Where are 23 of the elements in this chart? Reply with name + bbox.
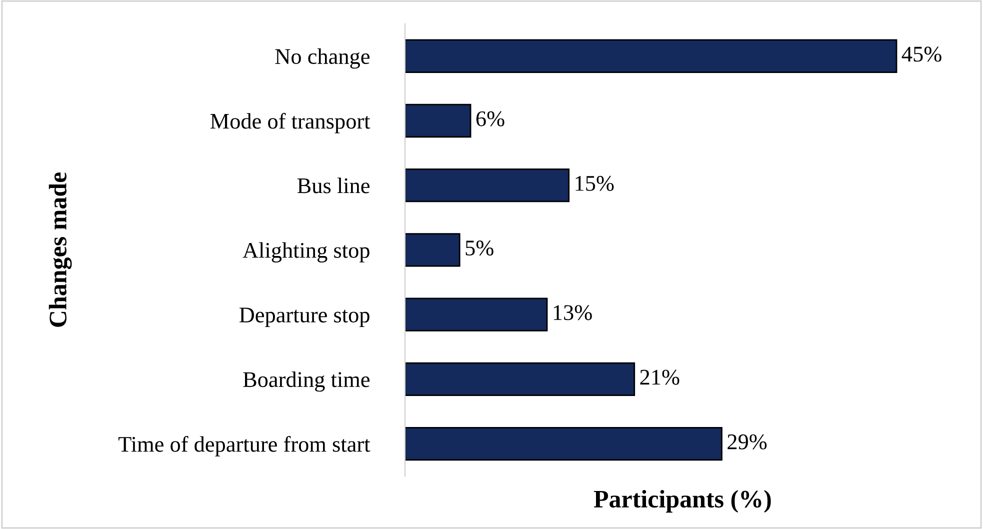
y-tick-label: Mode of transport (210, 112, 370, 134)
y-tick-label: Boarding time (243, 371, 370, 392)
y-tick-label: No change (275, 48, 370, 69)
data-label: 21% (640, 370, 680, 385)
bar (404, 168, 570, 202)
data-label: 45% (902, 46, 942, 62)
bar (404, 233, 460, 267)
y-tick-label: Bus line (297, 178, 370, 194)
data-label: 29% (728, 434, 767, 450)
data-label: 13% (554, 305, 592, 320)
data-label: 15% (576, 176, 614, 191)
bar (404, 362, 636, 396)
y-axis-title: Changes made (48, 172, 72, 327)
data-label: 5% (466, 240, 494, 256)
y-tick-label: Time of departure from start (118, 436, 370, 456)
y-tick-label: Departure stop (239, 308, 370, 328)
bar (404, 39, 898, 73)
bar (404, 104, 472, 138)
y-tick-label: Alighting stop (242, 242, 370, 262)
data-label: 6% (476, 111, 504, 126)
bar (404, 298, 548, 332)
x-axis-title: Participants (%) (594, 490, 771, 513)
bar (404, 426, 722, 461)
